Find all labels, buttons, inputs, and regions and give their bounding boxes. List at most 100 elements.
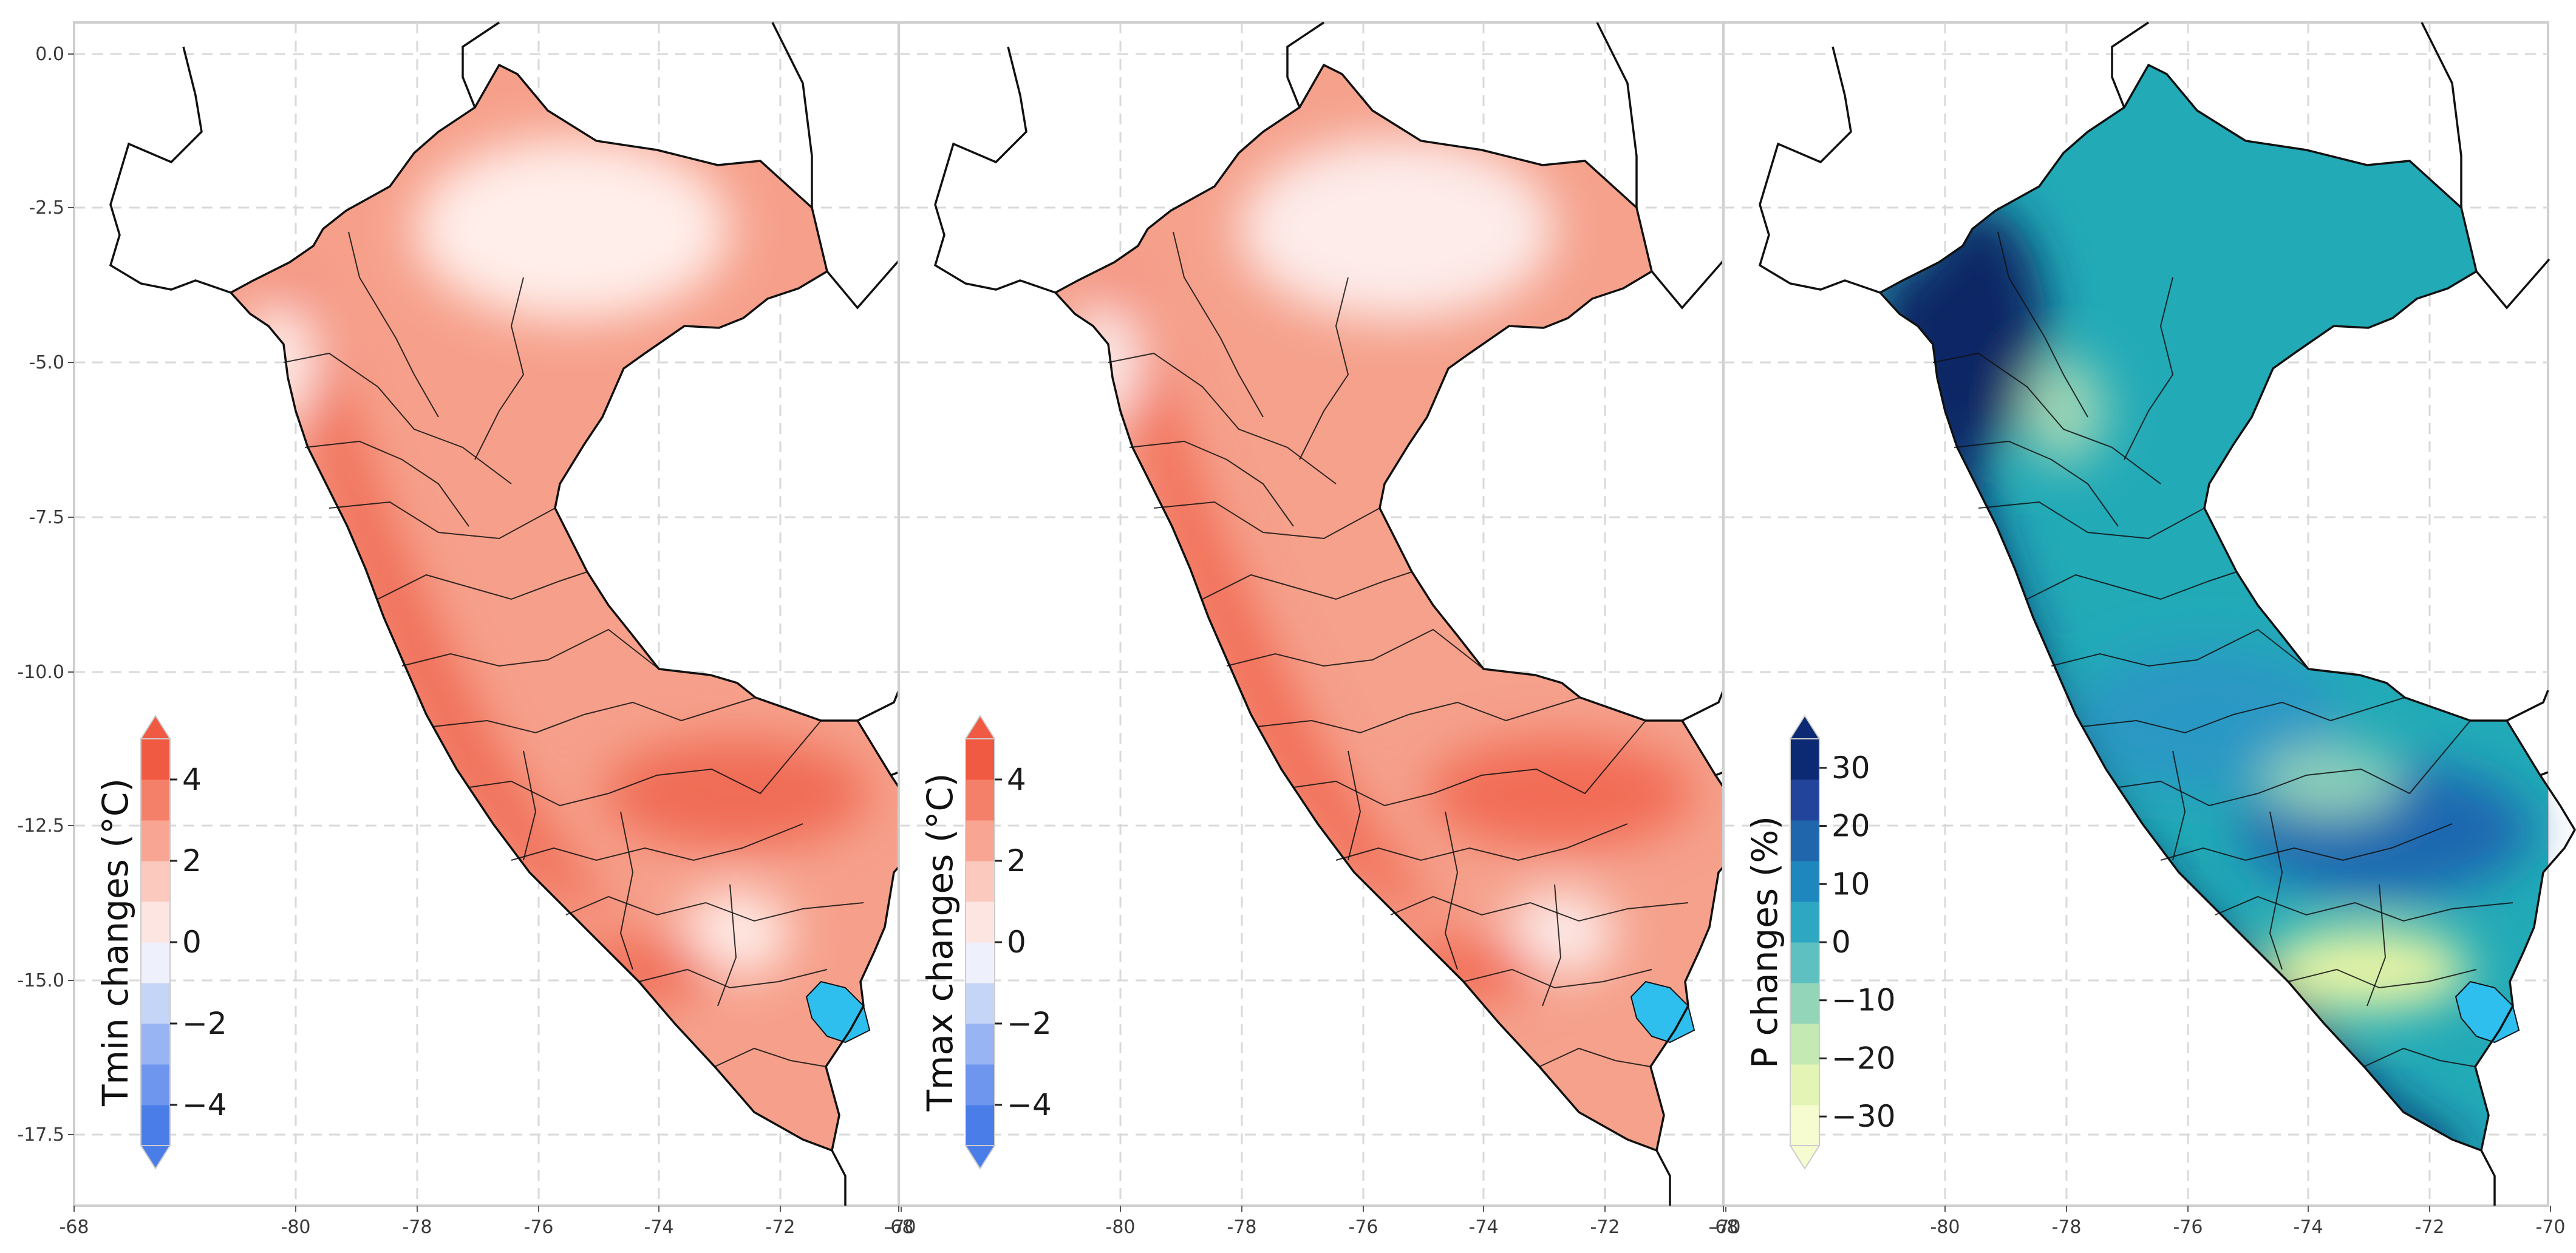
colorbar-tick-label: −4 bbox=[1007, 1087, 1052, 1122]
colorbar-segment bbox=[966, 942, 995, 983]
colorbar-tick-label: 0 bbox=[182, 925, 202, 960]
precip-colorbar: 30 20 10 0 −10 −20 −30 P changes (%) bbox=[1744, 715, 1896, 1170]
y-tick-label: -5.0 bbox=[29, 352, 64, 373]
department-border bbox=[2366, 884, 2387, 1007]
department-border bbox=[714, 1047, 826, 1067]
department-border bbox=[377, 571, 588, 600]
colorbar-tick-label: 30 bbox=[1831, 750, 1870, 786]
colorbar-tick-label: 0 bbox=[1007, 925, 1026, 960]
department-border bbox=[1542, 884, 1562, 1007]
lake-titicaca bbox=[1630, 980, 1695, 1044]
x-tick-label: -70 bbox=[2536, 1217, 2566, 1238]
colorbar-tick-label: −4 bbox=[182, 1087, 227, 1122]
x-tick-label: -68 bbox=[884, 1217, 914, 1238]
department-border bbox=[2081, 697, 2405, 734]
neighbor-border bbox=[826, 258, 901, 310]
low-change-zone bbox=[414, 138, 730, 320]
department-border bbox=[1997, 231, 2088, 418]
department-border bbox=[1390, 895, 1689, 922]
colorbar-segment bbox=[966, 1105, 995, 1146]
warming-hotspot bbox=[1081, 277, 1445, 921]
neighbor-border bbox=[2480, 1150, 2496, 1206]
x-tick-label: -76 bbox=[2173, 1217, 2203, 1238]
colorbar-segment bbox=[141, 1105, 170, 1146]
department-border bbox=[401, 628, 659, 670]
department-border bbox=[432, 697, 756, 734]
department-border bbox=[2124, 277, 2174, 460]
department-border bbox=[1256, 697, 1581, 734]
warming-hotspot bbox=[256, 277, 621, 921]
y-tick-label: -2.5 bbox=[29, 197, 64, 219]
y-tick-label: -7.5 bbox=[29, 507, 64, 528]
colorbar-tick-label: 20 bbox=[1831, 809, 1870, 844]
colorbar-segment bbox=[966, 1064, 995, 1105]
colorbar-segment bbox=[1790, 861, 1819, 902]
department-border bbox=[1226, 628, 1484, 670]
colorbar-segment bbox=[141, 942, 170, 983]
panel-precipitation-map: 30 20 10 0 −10 −20 −30 P changes (%) -80 -78 -76 -… bbox=[1709, 21, 2576, 1238]
department-border bbox=[1335, 823, 1628, 861]
department-border bbox=[2118, 720, 2471, 807]
neighbor-border bbox=[1655, 1150, 1671, 1206]
colorbar-segment bbox=[966, 1024, 995, 1065]
neighbor-border bbox=[831, 1150, 847, 1206]
low-change-zone bbox=[1239, 138, 1555, 320]
colorbar-tick-label: 4 bbox=[1007, 762, 1026, 797]
department-border bbox=[468, 720, 822, 807]
y-axis-ticks: 0.0 -2.5 -5.0 -7.5 -10.0 -12.5 -15.0 -17.5 bbox=[17, 44, 74, 1146]
x-tick-label: -80 bbox=[1930, 1217, 1960, 1238]
x-tick-label: -80 bbox=[281, 1217, 311, 1238]
x-tick-label: -78 bbox=[403, 1217, 432, 1238]
colorbar-segment bbox=[1790, 1105, 1819, 1146]
colorbar-segment bbox=[1790, 1064, 1819, 1105]
department-border bbox=[329, 501, 556, 540]
neighbor-border bbox=[857, 690, 900, 722]
x-tick-label: -70 bbox=[1711, 1217, 1741, 1238]
department-border bbox=[1444, 811, 1459, 970]
x-tick-label: -68 bbox=[60, 1217, 89, 1238]
colorbar-title: Tmax changes (°C) bbox=[919, 773, 961, 1112]
colorbar-segment bbox=[1790, 820, 1819, 861]
colorbar-segment bbox=[1790, 739, 1819, 780]
x-tick-label: -80 bbox=[1106, 1217, 1136, 1238]
department-border bbox=[619, 811, 634, 970]
x-tick-label: -76 bbox=[524, 1217, 554, 1238]
neighbor-border bbox=[2475, 258, 2550, 310]
colorbar-segment bbox=[141, 820, 170, 861]
colorbar-segment bbox=[141, 861, 170, 902]
department-border bbox=[1348, 750, 1361, 861]
department-border bbox=[1293, 720, 1646, 807]
country-borders bbox=[933, 21, 1752, 1206]
department-border bbox=[717, 884, 737, 1007]
colorbar-segment bbox=[966, 820, 995, 861]
x-tick-label: -72 bbox=[766, 1217, 796, 1238]
x-tick-label: -76 bbox=[1349, 1217, 1378, 1238]
department-border bbox=[304, 440, 469, 527]
country-borders bbox=[1758, 21, 2576, 1206]
colorbar-title: P changes (%) bbox=[1744, 816, 1785, 1068]
department-border bbox=[1153, 501, 1380, 540]
colorbar-segment bbox=[141, 983, 170, 1024]
tmin-colorbar: 4 2 0 −2 −4 Tmin changes (°C) bbox=[95, 715, 227, 1170]
andes-dry-zone bbox=[2021, 356, 2106, 466]
field-gradients bbox=[1880, 205, 2531, 1150]
low-change-zone bbox=[1506, 891, 1615, 976]
colorbar-tick-label: 2 bbox=[1007, 843, 1026, 878]
colorbar-segment bbox=[966, 739, 995, 780]
colorbar-tick-label: −20 bbox=[1831, 1041, 1896, 1076]
colorbar-segment bbox=[966, 779, 995, 821]
department-border bbox=[638, 968, 828, 989]
panel-tmax-map: 4 2 0 −2 −4 Tmax changes (°C) -80 -78 -76 -74 -72… bbox=[884, 21, 1752, 1238]
colorbar-tick-label: −2 bbox=[1007, 1006, 1052, 1041]
neighbor-border bbox=[1286, 21, 1324, 108]
x-tick-label: -78 bbox=[1227, 1217, 1257, 1238]
neighbor-border bbox=[890, 771, 899, 776]
y-tick-label: -10.0 bbox=[17, 662, 64, 683]
colorbar-tick-label: −30 bbox=[1831, 1099, 1896, 1134]
x-tick-label: -74 bbox=[644, 1217, 674, 1238]
y-tick-label: -15.0 bbox=[17, 970, 64, 991]
colorbar-segment bbox=[1790, 902, 1819, 943]
department-border bbox=[523, 750, 537, 861]
neighbor-border bbox=[109, 46, 231, 294]
panel-tmin-map: 4 2 0 −2 −4 Tmin changes (°C) -80 -78 -76 -74 -72… bbox=[17, 21, 927, 1238]
